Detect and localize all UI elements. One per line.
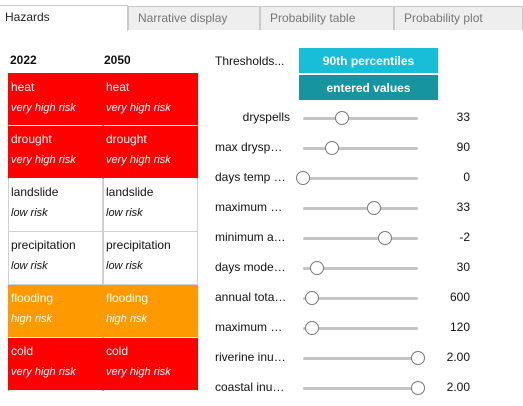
slider-value: 2.00 (446, 380, 470, 394)
hazard-name: flooding (106, 291, 149, 305)
90th-percentiles-button[interactable]: 90th percentiles (299, 48, 438, 73)
slider-row-max-dryspells: max drysp… 90 (0, 138, 523, 158)
slider-row-days-moderate: days mode… 30 (0, 258, 523, 278)
risk-column-2050: heat very high risk drought very high risk… (103, 73, 198, 391)
risk-cell-flooding-2022: flooding high risk (8, 285, 103, 338)
hazard-name: cold (106, 344, 129, 358)
slider-label: maximum … (215, 320, 283, 334)
tab-probability-table[interactable]: Probability table (260, 6, 394, 30)
slider-label: dryspells (242, 110, 290, 124)
risk-cell-drought-2022: drought very high risk (8, 126, 103, 179)
slider-handle[interactable] (324, 141, 339, 155)
hazard-name: precipitation (11, 238, 76, 252)
slider-row-coastal: coastal inu… 2.00 (0, 378, 523, 398)
slider-value: 0 (463, 170, 470, 184)
slider-track[interactable] (303, 387, 418, 390)
slider-row-annual-total: annual tota… 600 (0, 288, 523, 308)
slider-label: days temp … (215, 170, 286, 184)
slider-value: 33 (456, 110, 470, 124)
risk-cell-cold-2022: cold very high risk (8, 338, 103, 391)
year-2022-header: 2022 (10, 53, 37, 67)
slider-row-minimum: minimum a… -2 (0, 228, 523, 248)
thresholds-label: Thresholds... (215, 54, 285, 68)
risk-level: very high risk (106, 366, 171, 378)
slider-handle[interactable] (367, 201, 382, 215)
slider-handle[interactable] (411, 381, 425, 395)
risk-cell-landslide-2022: landslide low risk (8, 179, 103, 232)
slider-track[interactable] (303, 147, 418, 150)
risk-level: low risk (11, 260, 48, 272)
hazard-name: landslide (11, 185, 59, 199)
slider-row-maximum-1: maximum … 33 (0, 198, 523, 218)
risk-level: very high risk (11, 366, 76, 378)
slider-track[interactable] (303, 327, 418, 330)
hazard-name: precipitation (106, 238, 171, 252)
slider-handle[interactable] (305, 291, 320, 305)
hazard-name: flooding (11, 291, 54, 305)
slider-label: maximum … (215, 200, 283, 214)
slider-track[interactable] (303, 297, 418, 300)
hazard-name: cold (11, 344, 34, 358)
hazard-name: landslide (106, 185, 154, 199)
risk-level: very high risk (11, 154, 76, 166)
tab-bar: Hazards Narrative display Probability ta… (0, 0, 523, 31)
slider-row-riverine: riverine inu… 2.00 (0, 348, 523, 368)
risk-level: low risk (11, 207, 48, 219)
risk-level: low risk (106, 207, 143, 219)
slider-track[interactable] (303, 357, 418, 360)
hazard-name: heat (106, 80, 130, 94)
risk-level: very high risk (106, 102, 171, 114)
slider-label: riverine inu… (215, 350, 286, 364)
slider-row-maximum-2: maximum … 120 (0, 318, 523, 338)
risk-cell-precipitation-2022: precipitation low risk (8, 232, 103, 285)
slider-value: 600 (449, 290, 470, 304)
risk-level: low risk (106, 260, 143, 272)
slider-track[interactable] (303, 117, 418, 120)
tab-probability-plot[interactable]: Probability plot (394, 6, 523, 30)
hazard-name: drought (11, 132, 52, 146)
risk-level: very high risk (106, 154, 171, 166)
slider-label: max drysp… (215, 140, 283, 154)
slider-label: coastal inu… (215, 380, 285, 394)
slider-handle[interactable] (377, 231, 392, 245)
risk-cell-drought-2050: drought very high risk (103, 126, 198, 179)
slider-handle[interactable] (411, 351, 425, 365)
slider-label: annual tota… (215, 290, 287, 304)
slider-track[interactable] (303, 177, 418, 180)
slider-value: 2.00 (446, 350, 470, 364)
slider-label: days mode… (215, 260, 286, 274)
risk-level: high risk (106, 313, 147, 325)
slider-row-days-temp: days temp … 0 (0, 168, 523, 188)
slider-handle[interactable] (296, 171, 310, 185)
risk-cell-landslide-2050: landslide low risk (103, 179, 198, 232)
slider-track[interactable] (303, 267, 418, 270)
slider-value: 90 (456, 140, 470, 154)
risk-cell-heat-2022: heat very high risk (8, 73, 103, 126)
slider-label: minimum a… (215, 230, 286, 244)
slider-handle[interactable] (335, 111, 350, 125)
entered-values-button[interactable]: entered values (299, 75, 438, 100)
slider-value: 120 (449, 320, 470, 334)
risk-cell-heat-2050: heat very high risk (103, 73, 198, 126)
risk-level: high risk (11, 313, 52, 325)
risk-column-2022: heat very high risk drought very high risk… (8, 73, 103, 391)
risk-level: very high risk (11, 102, 76, 114)
risk-cell-cold-2050: cold very high risk (103, 338, 198, 391)
risk-cell-flooding-2050: flooding high risk (103, 285, 198, 338)
slider-value: -2 (459, 230, 470, 244)
slider-handle[interactable] (305, 321, 320, 335)
hazard-name: drought (106, 132, 147, 146)
slider-track[interactable] (303, 237, 418, 240)
risk-cell-precipitation-2050: precipitation low risk (103, 232, 198, 285)
tab-hazards[interactable]: Hazards (0, 5, 128, 31)
hazard-name: heat (11, 80, 35, 94)
tab-narrative-display[interactable]: Narrative display (128, 6, 260, 30)
year-2050-header: 2050 (104, 53, 131, 67)
slider-handle[interactable] (309, 261, 324, 275)
slider-track[interactable] (303, 207, 418, 210)
slider-value: 30 (456, 260, 470, 274)
slider-value: 33 (456, 200, 470, 214)
slider-row-dryspells: dryspells 33 (0, 108, 523, 128)
